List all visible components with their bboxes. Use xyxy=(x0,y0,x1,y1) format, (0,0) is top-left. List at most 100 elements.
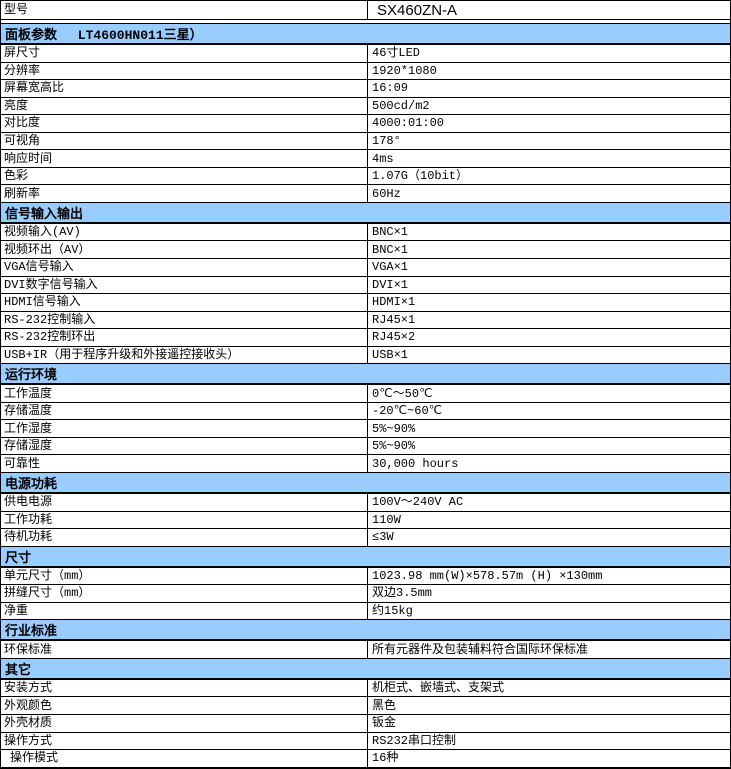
table-row: VGA信号输入 VGA×1 xyxy=(1,259,730,277)
row-value: RS232串口控制 xyxy=(372,733,457,748)
row-label: 供电电源 xyxy=(1,494,368,511)
table-row: 单元尺寸（mm） 1023.98 mm(W)×578.57m (H) ×130mm xyxy=(1,567,730,586)
table-row: 环保标准 所有元器件及包装辅料符合国际环保标准 xyxy=(1,641,730,659)
row-label: 工作功耗 xyxy=(1,511,368,529)
section-header: 行业标准 xyxy=(1,620,730,642)
row-label: 视频环出（AV） xyxy=(1,241,368,259)
row-value: ≤3W xyxy=(372,530,394,545)
row-value: 5%~90% xyxy=(372,421,416,436)
table-row: 供电电源 100V～240V AC xyxy=(1,494,730,512)
row-label: 分辨率 xyxy=(1,62,368,80)
table-row: 存储温度 -20℃~60℃ xyxy=(1,402,730,421)
row-label: 刷新率 xyxy=(1,185,368,202)
row-value: 1023.98 mm(W)×578.57m (H) ×130mm xyxy=(372,568,603,583)
row-label: 外壳材质 xyxy=(1,714,368,732)
section-header: 尺寸 xyxy=(1,546,730,568)
row-value: RJ45×2 xyxy=(372,330,416,345)
row-value: -20℃~60℃ xyxy=(372,404,443,419)
row-label: 响应时间 xyxy=(1,150,368,167)
row-label: 可靠性 xyxy=(1,455,368,473)
row-label: 对比度 xyxy=(1,115,368,132)
row-value: 60Hz xyxy=(372,186,401,201)
table-row: RS-232控制输入 RJ45×1 xyxy=(1,311,730,330)
section-gap-divider xyxy=(1,20,730,24)
table-row: 外壳材质 钣金 xyxy=(1,714,730,733)
row-value: 500cd/m2 xyxy=(372,98,430,113)
table-row: DVI数字信号输入 DVI×1 xyxy=(1,276,730,295)
row-label: 型号 xyxy=(1,1,368,19)
row-label: 拼缝尺寸（mm） xyxy=(1,585,368,602)
table-row: 视频输入(AV) BNC×1 xyxy=(1,223,730,242)
table-row: 视频环出（AV） BNC×1 xyxy=(1,241,730,260)
row-label: 操作模式 xyxy=(1,750,368,767)
row-label: RS-232控制输入 xyxy=(1,311,368,329)
row-value: RJ45×1 xyxy=(372,312,416,327)
row-value: DVI×1 xyxy=(372,277,409,292)
row-label: 可视角 xyxy=(1,132,368,150)
table-row: 亮度 500cd/m2 xyxy=(1,97,730,116)
table-row: 外观颜色 黑色 xyxy=(1,697,730,715)
row-label: 净重 xyxy=(1,602,368,620)
table-row: 对比度 4000:01:00 xyxy=(1,115,730,133)
table-row: 色彩 1.07G（10bit） xyxy=(1,167,730,186)
row-value: 双边3.5mm xyxy=(372,586,433,601)
row-label: DVI数字信号输入 xyxy=(1,276,368,294)
row-label: 色彩 xyxy=(1,167,368,185)
table-row: 工作温度 0℃～50℃ xyxy=(1,385,730,403)
row-value: 4000:01:00 xyxy=(372,116,445,131)
row-label: 存储温度 xyxy=(1,402,368,420)
table-row: 净重 约15kg xyxy=(1,602,730,621)
row-label: 屏尺寸 xyxy=(1,45,368,62)
table-row: RS-232控制环出 RJ45×2 xyxy=(1,329,730,347)
row-label: 单元尺寸（mm） xyxy=(1,567,368,585)
row-label: 工作温度 xyxy=(1,385,368,402)
table-row: 可靠性 30,000 hours xyxy=(1,455,730,474)
row-value: 1.07G（10bit） xyxy=(372,169,469,184)
row-value: 1920*1080 xyxy=(372,63,437,78)
section-header: 信号输入输出 xyxy=(1,202,730,224)
row-value: 约15kg xyxy=(372,604,413,619)
row-label: VGA信号输入 xyxy=(1,259,368,276)
row-value: USB×1 xyxy=(372,348,409,363)
table-row: 拼缝尺寸（mm） 双边3.5mm xyxy=(1,585,730,603)
row-value: 机柜式、嵌墙式、支架式 xyxy=(372,681,505,696)
row-label: USB+IR（用于程序升级和外接遥控接收头） xyxy=(1,346,368,364)
section-header: 运行环境 xyxy=(1,364,730,386)
row-value: 110W xyxy=(372,512,401,527)
table-row: 屏幕宽高比 16:09 xyxy=(1,80,730,98)
row-label: HDMI信号输入 xyxy=(1,294,368,311)
row-value: 4ms xyxy=(372,151,394,166)
row-value: 30,000 hours xyxy=(372,456,459,471)
table-row: 操作方式 RS232串口控制 xyxy=(1,732,730,751)
row-label: 视频输入(AV) xyxy=(1,223,368,241)
row-value: 178° xyxy=(372,134,401,148)
row-label: 操作方式 xyxy=(1,732,368,750)
table-row: 工作湿度 5%~90% xyxy=(1,420,730,438)
table-row: USB+IR（用于程序升级和外接遥控接收头） USB×1 xyxy=(1,346,730,365)
row-value: 钣金 xyxy=(372,716,397,731)
row-label: 亮度 xyxy=(1,97,368,115)
table-row: 屏尺寸 46寸LED xyxy=(1,45,730,63)
row-value: VGA×1 xyxy=(372,260,409,275)
table-row: HDMI信号输入 HDMI×1 xyxy=(1,294,730,312)
row-label: 存储湿度 xyxy=(1,437,368,455)
row-value: 0℃～50℃ xyxy=(372,386,433,401)
section-header: 面板参数 LT4600HN011三星） xyxy=(1,24,730,45)
row-value: HDMI×1 xyxy=(372,295,416,310)
table-row: 操作模式 16种 xyxy=(1,750,730,768)
row-value: 16:09 xyxy=(372,81,409,96)
table-row: 可视角 178° xyxy=(1,132,730,151)
table-row: 刷新率 60Hz xyxy=(1,185,730,203)
row-label: 环保标准 xyxy=(1,641,368,658)
row-label: RS-232控制环出 xyxy=(1,329,368,346)
section-header: 其它 xyxy=(1,658,730,680)
table-row: 安装方式 机柜式、嵌墙式、支架式 xyxy=(1,679,730,698)
row-value: BNC×1 xyxy=(372,225,409,240)
table-row: 存储湿度 5%~90% xyxy=(1,437,730,456)
table-row: 工作功耗 110W xyxy=(1,511,730,530)
row-value: 所有元器件及包装辅料符合国际环保标准 xyxy=(372,642,589,657)
row-value: BNC×1 xyxy=(372,242,409,257)
table-row: 响应时间 4ms xyxy=(1,150,730,168)
table-row: 型号 SX460ZN-A xyxy=(1,1,730,20)
